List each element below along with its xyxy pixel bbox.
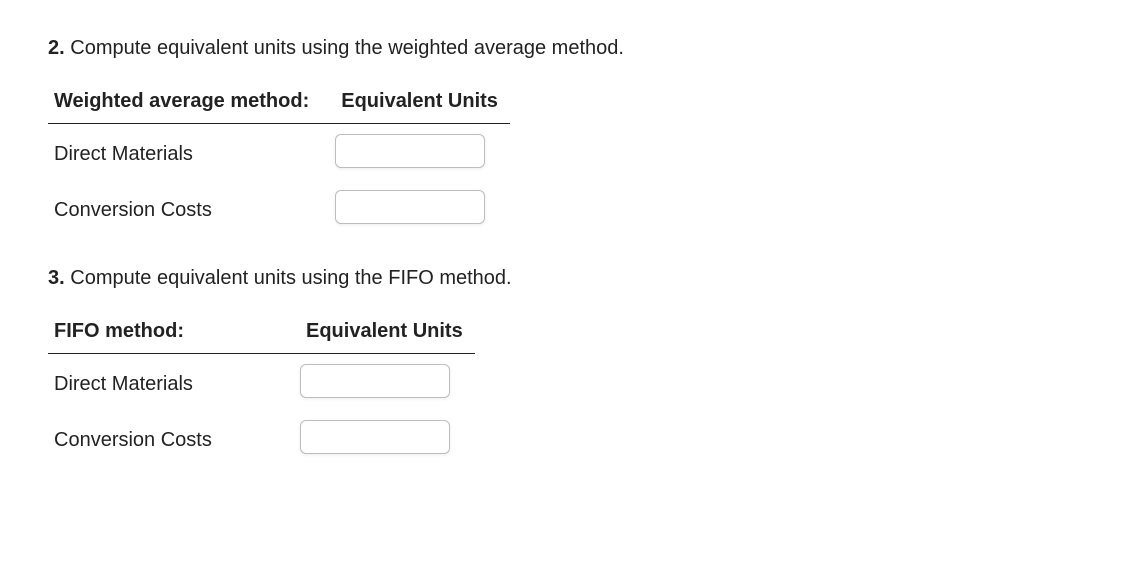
table1-row1-input-cell (329, 124, 510, 181)
conversion-costs-input-wa[interactable] (335, 190, 485, 224)
table2-row2-input-cell (294, 410, 475, 466)
question-3: 3. Compute equivalent units using the FI… (48, 264, 1073, 292)
table2-header-method: FIFO method: (48, 314, 294, 354)
table-row: Direct Materials (48, 124, 510, 181)
table-row: Conversion Costs (48, 410, 475, 466)
table1-header-method: Weighted average method: (48, 84, 329, 124)
table1-row1-label: Direct Materials (48, 124, 329, 181)
table1-row2-input-cell (329, 180, 510, 236)
fifo-table: FIFO method: Equivalent Units Direct Mat… (48, 314, 475, 466)
question-2-number: 2. (48, 37, 65, 59)
question-2: 2. Compute equivalent units using the we… (48, 34, 1073, 62)
weighted-average-table: Weighted average method: Equivalent Unit… (48, 84, 510, 236)
table2-row2-label: Conversion Costs (48, 410, 294, 466)
question-2-text: Compute equivalent units using the weigh… (70, 37, 624, 59)
direct-materials-input-fifo[interactable] (300, 364, 450, 398)
table-row: Direct Materials (48, 354, 475, 411)
table2-row1-label: Direct Materials (48, 354, 294, 411)
question-3-text: Compute equivalent units using the FIFO … (70, 267, 511, 289)
question-3-number: 3. (48, 267, 65, 289)
direct-materials-input-wa[interactable] (335, 134, 485, 168)
table1-row2-label: Conversion Costs (48, 180, 329, 236)
table2-header-units: Equivalent Units (294, 314, 475, 354)
table2-row1-input-cell (294, 354, 475, 411)
table-row: Conversion Costs (48, 180, 510, 236)
table1-header-units: Equivalent Units (329, 84, 510, 124)
conversion-costs-input-fifo[interactable] (300, 420, 450, 454)
